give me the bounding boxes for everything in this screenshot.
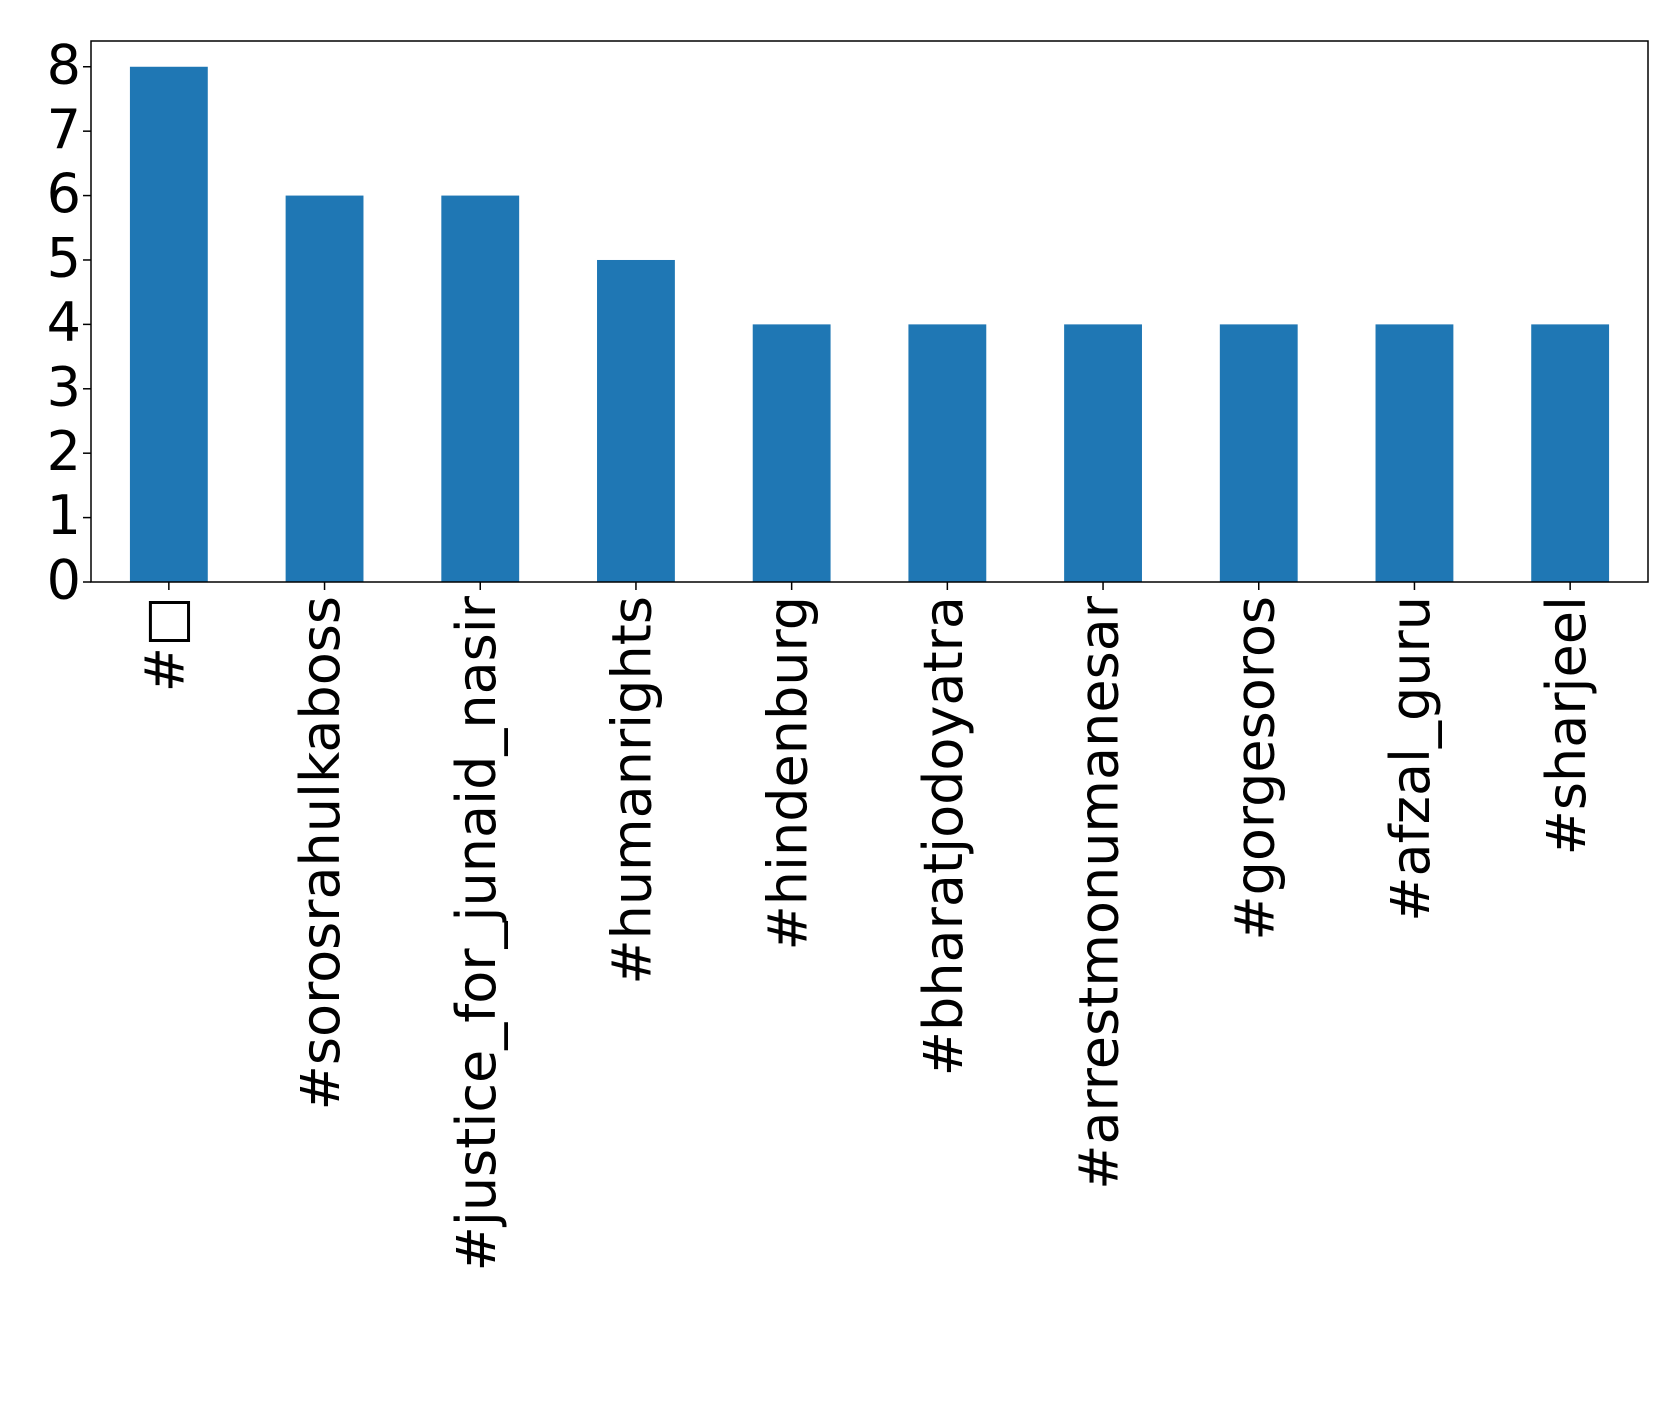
y-tick-label: 2 [47, 420, 81, 483]
y-tick-label: 1 [47, 484, 81, 547]
y-tick-label: 4 [47, 291, 81, 354]
bar [285, 195, 364, 583]
y-tick-label: 7 [47, 98, 81, 161]
y-tick-label: 6 [47, 162, 81, 225]
plot-frame [90, 40, 1649, 583]
x-tick-label: #afzal_guru [1379, 596, 1442, 922]
y-tick-label: 8 [47, 33, 81, 96]
y-tick-label: 5 [47, 227, 81, 290]
x-tick-label: #arrestmonumanesar [1068, 595, 1131, 1190]
bar [1531, 324, 1610, 582]
bar [597, 259, 675, 582]
x-tick-label: #sorosrahulkaboss [289, 596, 352, 1110]
x-tick-label: #bharatjodoyatra [912, 596, 975, 1076]
bar [441, 195, 520, 583]
bar [1219, 324, 1298, 582]
x-tick-label: #sharjeel [1535, 596, 1598, 855]
x-tick-label: #gorgesoros [1223, 596, 1286, 941]
x-tick-label: #hindenburg [756, 596, 819, 950]
x-tick-label: #humanrights [601, 596, 664, 985]
y-tick-label: 3 [47, 355, 81, 418]
bar [752, 324, 831, 582]
bar [129, 66, 208, 582]
x-tick-label: #justice_for_junaid_nasir [445, 595, 508, 1271]
bar [1375, 324, 1454, 582]
bar [1064, 324, 1142, 582]
y-tick-label: 0 [47, 549, 81, 612]
bar [908, 324, 987, 582]
x-tick-label: #□ [133, 596, 196, 692]
